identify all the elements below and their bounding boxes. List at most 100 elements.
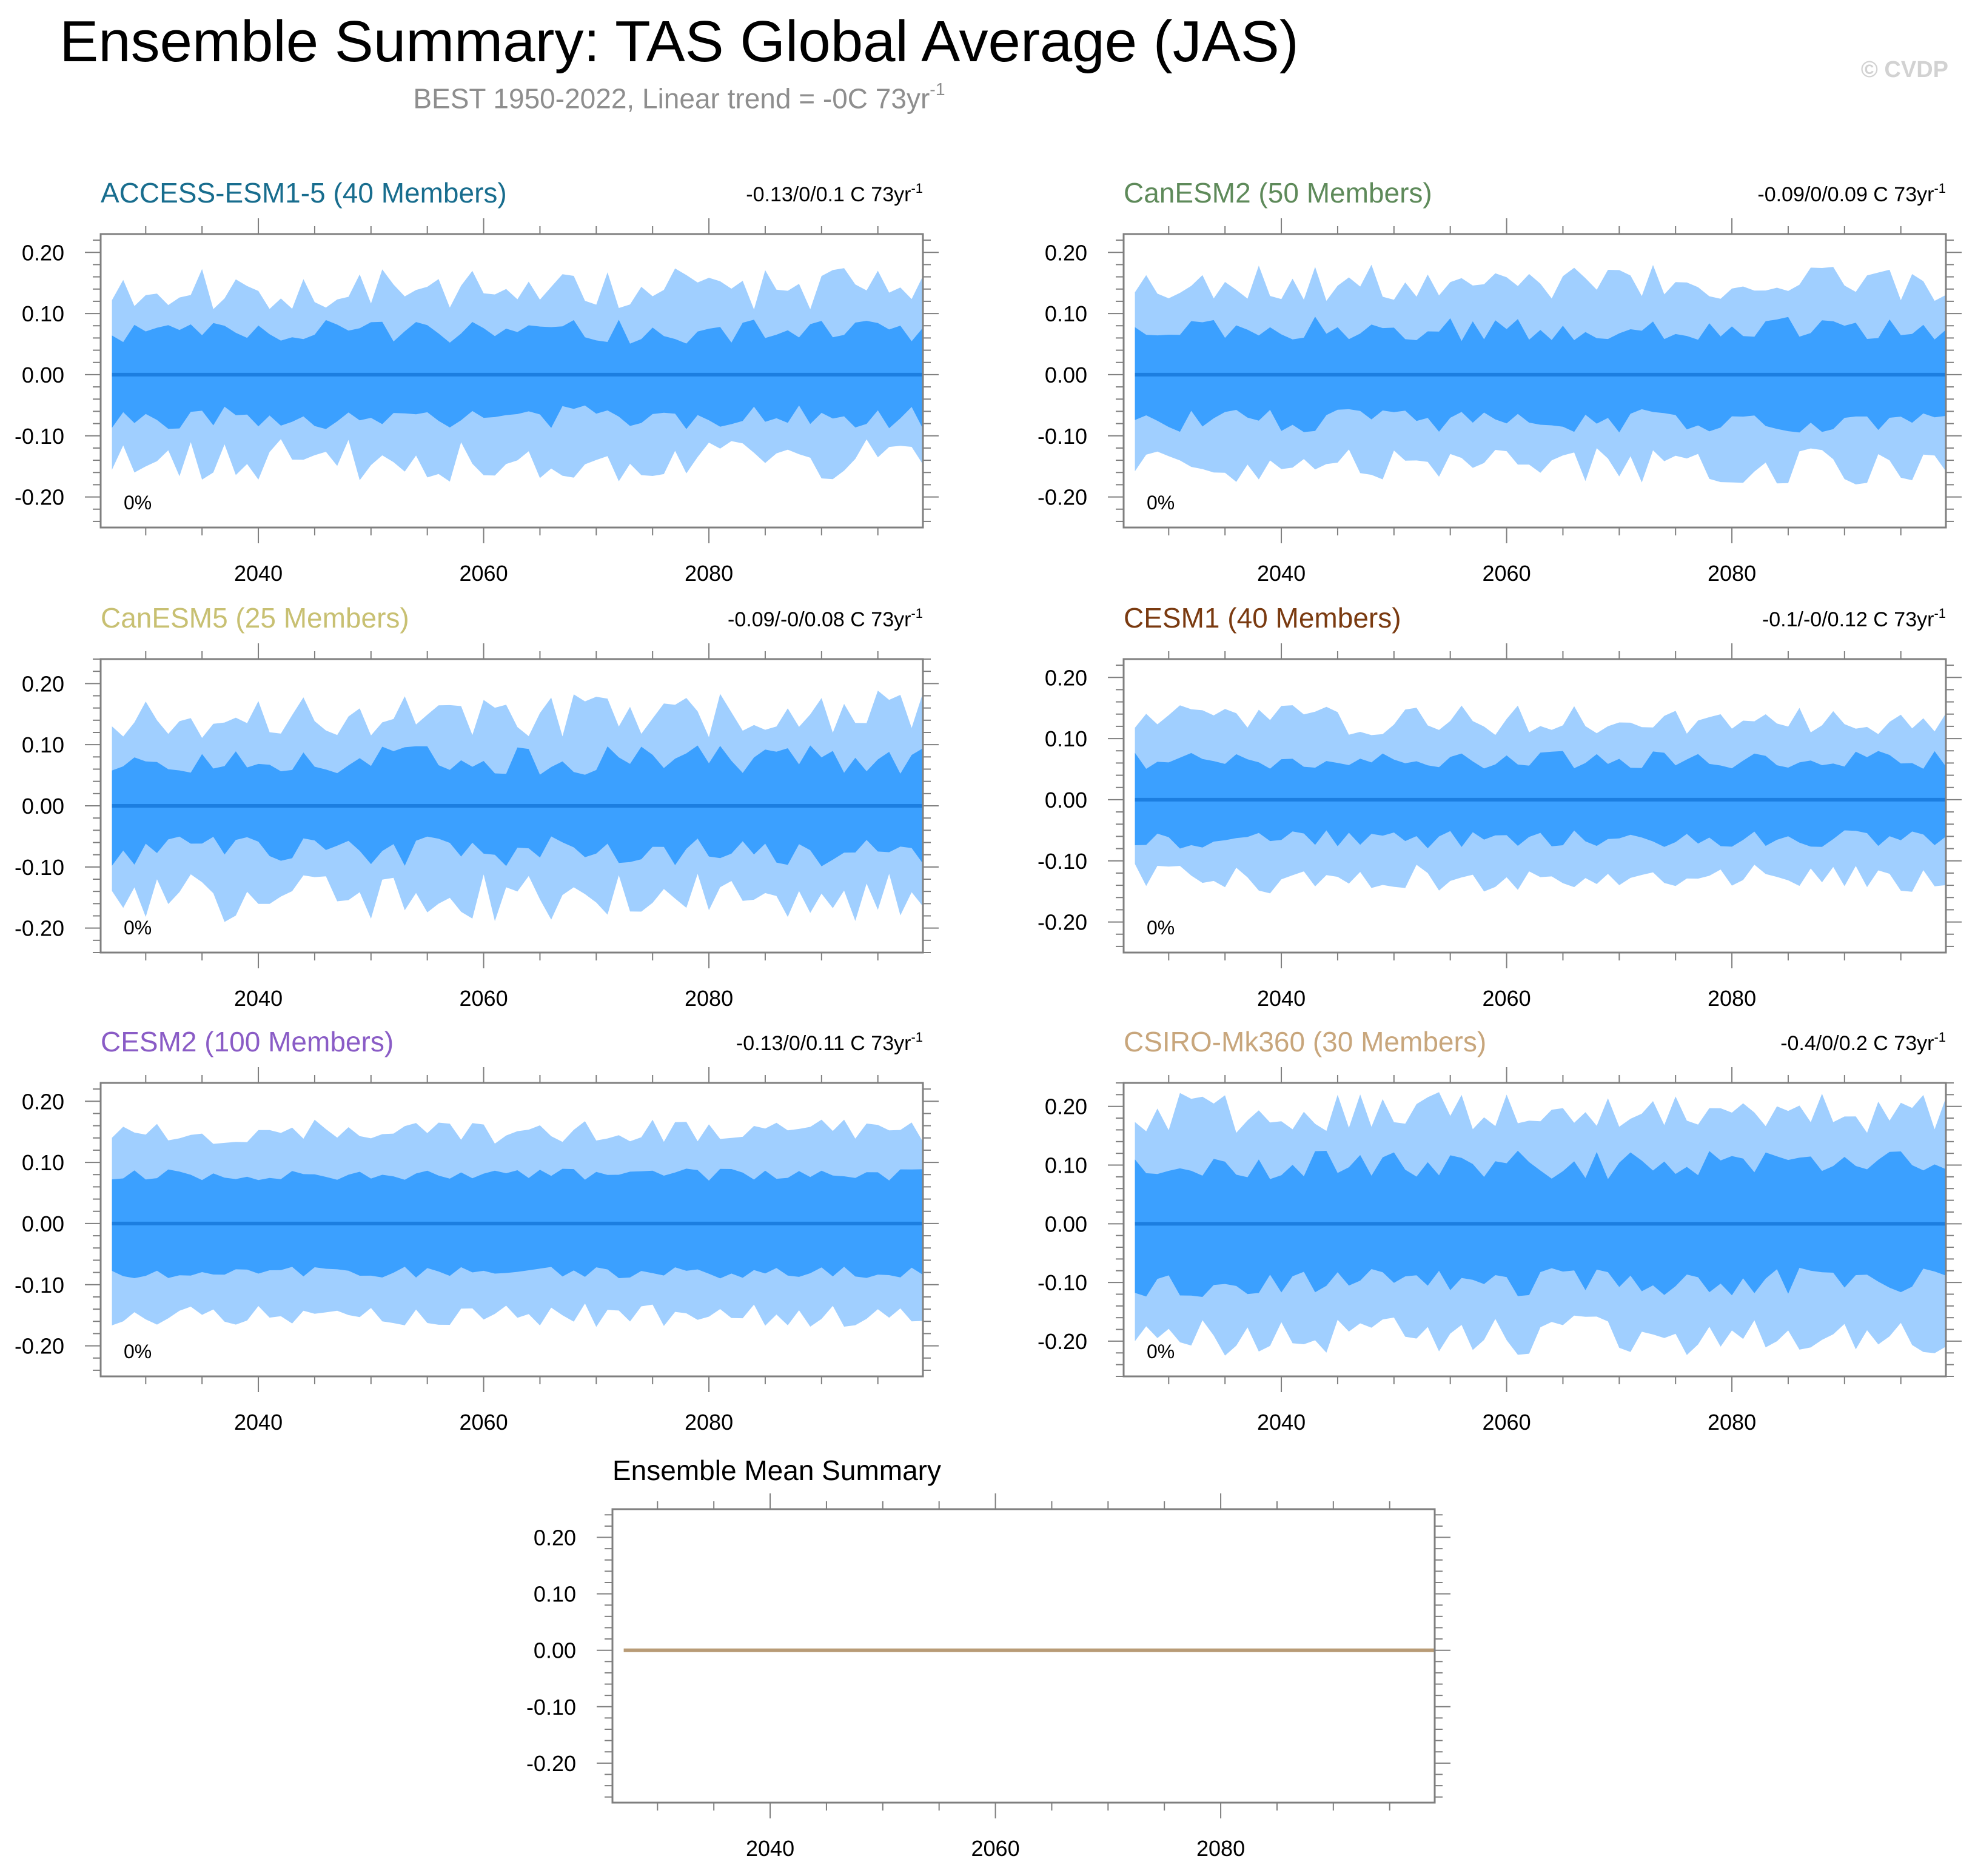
y-tick-label: -0.20 xyxy=(1038,485,1087,510)
y-tick-label: 0.10 xyxy=(22,1150,64,1175)
trend-superscript: -1 xyxy=(1934,606,1946,621)
x-tick-label: 2080 xyxy=(1196,1836,1245,1861)
panel-title: CESM2 (100 Members) xyxy=(101,1026,394,1057)
panel-7: Ensemble Mean Summary 0.20 0.10 0.00 -0.10 -0… xyxy=(526,1455,1450,1861)
y-tick-label: 0.00 xyxy=(1045,788,1087,812)
y-tick-label: 0.20 xyxy=(22,1089,64,1114)
percent-label: 0% xyxy=(124,492,152,514)
y-tick-label: 0.00 xyxy=(22,363,64,387)
x-tick-label: 2040 xyxy=(234,986,283,1011)
panel-6: CSIRO-Mk360 (30 Members) -0.4/0/0.2 C 73y… xyxy=(1038,1026,1962,1435)
trend-text: -0.09/0/0.09 C 73yr xyxy=(1757,183,1934,206)
y-tick-label: -0.20 xyxy=(15,485,64,510)
trend-superscript: -1 xyxy=(1934,1030,1946,1045)
plot-frame xyxy=(1122,233,1947,529)
panel-1: ACCESS-ESM1-5 (40 Members) -0.13/0/0.1 C … xyxy=(15,177,939,586)
trend-label: -0.4/0/0.2 C 73yr-1 xyxy=(1780,1030,1946,1055)
y-tick-label: 0.00 xyxy=(534,1638,576,1663)
x-tick-label: 2060 xyxy=(1483,561,1531,586)
percent-label: 0% xyxy=(1147,492,1175,514)
percent-label: 0% xyxy=(1147,917,1175,939)
y-tick-label: -0.10 xyxy=(526,1695,576,1720)
panel-title: Ensemble Mean Summary xyxy=(612,1455,941,1486)
trend-text: -0.1/-0/0.12 C 73yr xyxy=(1762,608,1934,631)
y-tick-label: -0.20 xyxy=(1038,1329,1087,1354)
y-tick-label: 0.20 xyxy=(1045,665,1087,690)
y-tick-label: -0.10 xyxy=(1038,849,1087,874)
trend-superscript: -1 xyxy=(911,1030,923,1045)
x-tick-label: 2060 xyxy=(1483,986,1531,1011)
trend-superscript: -1 xyxy=(911,606,923,621)
trend-label: -0.1/-0/0.12 C 73yr-1 xyxy=(1762,606,1946,631)
panel-2: CanESM2 (50 Members) -0.09/0/0.09 C 73yr-… xyxy=(1038,177,1962,586)
page-title: Ensemble Summary: TAS Global Average (JA… xyxy=(59,9,1299,74)
y-tick-label: -0.20 xyxy=(15,916,64,941)
x-tick-label: 2080 xyxy=(685,561,733,586)
x-tick-label: 2060 xyxy=(1483,1410,1531,1435)
copyright-watermark: © CVDP xyxy=(1860,57,1948,82)
y-tick-label: -0.20 xyxy=(15,1334,64,1359)
y-tick-label: 0.00 xyxy=(22,1211,64,1236)
trend-label: -0.13/0/0.1 C 73yr-1 xyxy=(746,181,923,206)
y-tick-label: -0.10 xyxy=(1038,424,1087,449)
panel-title: CanESM2 (50 Members) xyxy=(1124,177,1432,209)
trend-superscript: -1 xyxy=(1934,181,1946,196)
x-tick-label: 2060 xyxy=(460,986,508,1011)
percent-label: 0% xyxy=(124,917,152,939)
x-tick-label: 2060 xyxy=(971,1836,1020,1861)
trend-text: -0.13/0/0.11 C 73yr xyxy=(736,1032,911,1055)
panel-title: CSIRO-Mk360 (30 Members) xyxy=(1124,1026,1486,1057)
subtitle-text: BEST 1950-2022, Linear trend = -0C 73yr xyxy=(413,82,930,115)
x-tick-label: 2080 xyxy=(685,986,733,1011)
x-tick-label: 2080 xyxy=(1708,1410,1756,1435)
y-tick-label: 0.00 xyxy=(1045,1211,1087,1236)
page-subtitle: BEST 1950-2022, Linear trend = -0C 73yr-… xyxy=(0,80,1358,115)
plot-frame xyxy=(611,1508,1436,1804)
panel-title: ACCESS-ESM1-5 (40 Members) xyxy=(101,177,507,209)
x-tick-label: 2060 xyxy=(460,1410,508,1435)
y-tick-label: -0.10 xyxy=(15,424,64,449)
panel-4: CESM1 (40 Members) -0.1/-0/0.12 C 73yr-1 0… xyxy=(1038,602,1962,1011)
trend-label: -0.09/-0/0.08 C 73yr-1 xyxy=(728,606,923,631)
plot-frame xyxy=(99,233,924,529)
panel-title: CESM1 (40 Members) xyxy=(1124,602,1401,634)
y-tick-label: 0.10 xyxy=(1045,1153,1087,1178)
y-tick-label: 0.10 xyxy=(22,301,64,326)
x-tick-label: 2040 xyxy=(1257,986,1306,1011)
y-tick-label: 0.20 xyxy=(1045,1094,1087,1119)
x-tick-label: 2040 xyxy=(234,561,283,586)
y-tick-label: 0.10 xyxy=(534,1582,576,1607)
y-tick-label: -0.10 xyxy=(1038,1270,1087,1295)
y-tick-label: 0.00 xyxy=(1045,363,1087,387)
trend-label: -0.09/0/0.09 C 73yr-1 xyxy=(1757,181,1946,206)
y-tick-label: 0.10 xyxy=(1045,726,1087,751)
y-tick-label: 0.20 xyxy=(22,671,64,696)
y-tick-label: 0.00 xyxy=(22,794,64,819)
plot-frame xyxy=(99,1082,924,1378)
x-tick-label: 2080 xyxy=(1708,561,1756,586)
trend-text: -0.09/-0/0.08 C 73yr xyxy=(728,608,911,631)
x-tick-label: 2040 xyxy=(1257,1410,1306,1435)
trend-text: -0.13/0/0.1 C 73yr xyxy=(746,183,911,206)
y-tick-label: -0.10 xyxy=(15,1273,64,1298)
x-tick-label: 2060 xyxy=(460,561,508,586)
y-tick-label: 0.10 xyxy=(1045,301,1087,326)
trend-label: -0.13/0/0.11 C 73yr-1 xyxy=(736,1030,923,1055)
x-tick-label: 2040 xyxy=(746,1836,794,1861)
y-tick-label: 0.20 xyxy=(1045,240,1087,265)
y-tick-label: 0.20 xyxy=(534,1526,576,1550)
y-tick-label: -0.20 xyxy=(526,1751,576,1776)
y-tick-label: 0.10 xyxy=(22,732,64,757)
x-tick-label: 2040 xyxy=(1257,561,1306,586)
plot-frame xyxy=(1122,658,1947,954)
y-tick-label: -0.10 xyxy=(15,855,64,880)
plot-frame xyxy=(1122,1082,1947,1378)
percent-label: 0% xyxy=(124,1341,152,1362)
panel-3: CanESM5 (25 Members) -0.09/-0/0.08 C 73yr… xyxy=(15,602,939,1011)
panel-title: CanESM5 (25 Members) xyxy=(101,602,409,634)
y-tick-label: 0.20 xyxy=(22,240,64,265)
percent-label: 0% xyxy=(1147,1341,1175,1362)
trend-text: -0.4/0/0.2 C 73yr xyxy=(1780,1032,1934,1055)
trend-superscript: -1 xyxy=(911,181,923,196)
